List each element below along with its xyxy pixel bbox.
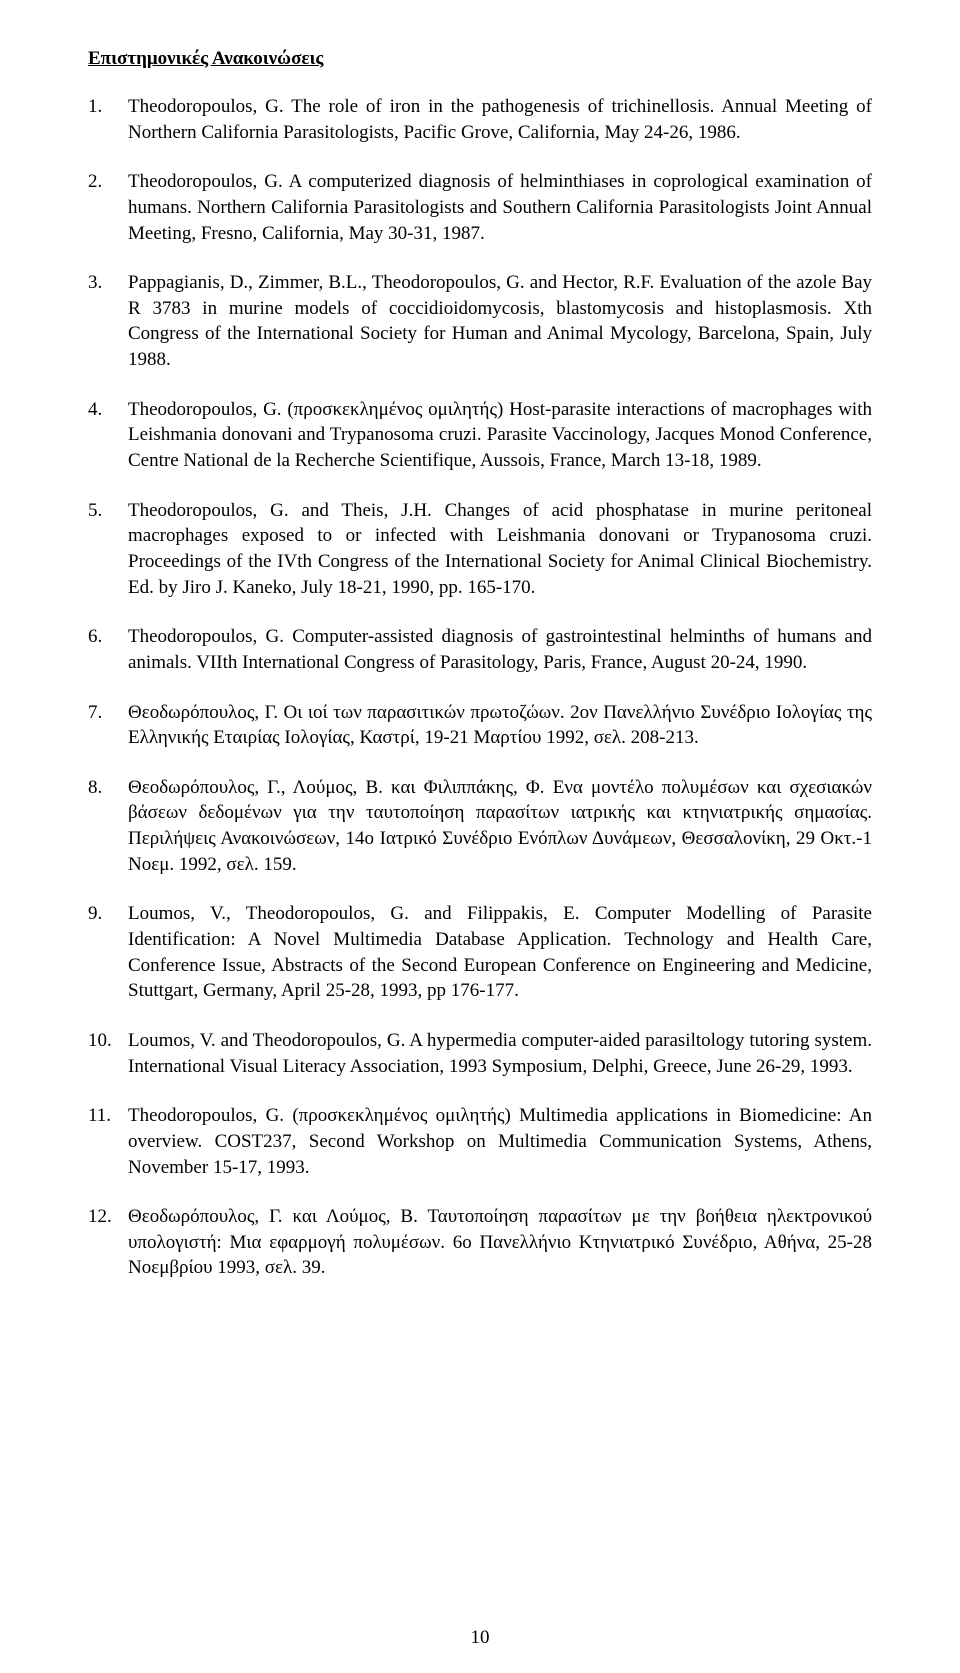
- reference-entry: 9. Loumos, V., Theodoropoulos, G. and Fi…: [88, 901, 872, 1004]
- section-title: Επιστημονικές Ανακοινώσεις: [88, 48, 872, 70]
- reference-text: Theodoropoulos, G. Computer-assisted dia…: [128, 624, 872, 675]
- reference-text: Θεοδωρόπουλος, Γ., Λούμος, Β. και Φιλιππ…: [128, 775, 872, 878]
- reference-number: 5.: [88, 498, 128, 601]
- reference-number: 6.: [88, 624, 128, 675]
- reference-number: 4.: [88, 397, 128, 474]
- document-page: Επιστημονικές Ανακοινώσεις 1. Theodoropo…: [0, 0, 960, 1673]
- reference-text: Theodoropoulos, G. (προσκεκλημένος ομιλη…: [128, 1103, 872, 1180]
- reference-text: Pappagianis, D., Zimmer, B.L., Theodorop…: [128, 270, 872, 373]
- reference-text: Theodoropoulos, G. and Theis, J.H. Chang…: [128, 498, 872, 601]
- reference-number: 8.: [88, 775, 128, 878]
- reference-entry: 10. Loumos, V. and Theodoropoulos, G. A …: [88, 1028, 872, 1079]
- reference-entry: 4. Theodoropoulos, G. (προσκεκλημένος ομ…: [88, 397, 872, 474]
- reference-number: 10.: [88, 1028, 128, 1079]
- reference-entry: 3. Pappagianis, D., Zimmer, B.L., Theodo…: [88, 270, 872, 373]
- reference-number: 3.: [88, 270, 128, 373]
- reference-text: Θεοδωρόπουλος, Γ. Οι ιοί των παρασιτικών…: [128, 700, 872, 751]
- reference-number: 7.: [88, 700, 128, 751]
- reference-text: Theodoropoulos, G. The role of iron in t…: [128, 94, 872, 145]
- reference-entry: 12. Θεοδωρόπουλος, Γ. και Λούμος, Β. Ταυ…: [88, 1204, 872, 1281]
- reference-entry: 1. Theodoropoulos, G. The role of iron i…: [88, 94, 872, 145]
- reference-text: Theodoropoulos, G. A computerized diagno…: [128, 169, 872, 246]
- reference-number: 12.: [88, 1204, 128, 1281]
- reference-entry: 6. Theodoropoulos, G. Computer-assisted …: [88, 624, 872, 675]
- reference-text: Loumos, V., Theodoropoulos, G. and Filip…: [128, 901, 872, 1004]
- page-number: 10: [0, 1627, 960, 1649]
- reference-number: 1.: [88, 94, 128, 145]
- reference-number: 11.: [88, 1103, 128, 1180]
- reference-entry: 8. Θεοδωρόπουλος, Γ., Λούμος, Β. και Φιλ…: [88, 775, 872, 878]
- reference-text: Θεοδωρόπουλος, Γ. και Λούμος, Β. Ταυτοπο…: [128, 1204, 872, 1281]
- reference-text: Theodoropoulos, G. (προσκεκλημένος ομιλη…: [128, 397, 872, 474]
- reference-entry: 11. Theodoropoulos, G. (προσκεκλημένος ο…: [88, 1103, 872, 1180]
- reference-number: 2.: [88, 169, 128, 246]
- reference-number: 9.: [88, 901, 128, 1004]
- reference-entry: 7. Θεοδωρόπουλος, Γ. Οι ιοί των παρασιτι…: [88, 700, 872, 751]
- reference-entry: 2. Theodoropoulos, G. A computerized dia…: [88, 169, 872, 246]
- reference-entry: 5. Theodoropoulos, G. and Theis, J.H. Ch…: [88, 498, 872, 601]
- reference-text: Loumos, V. and Theodoropoulos, G. A hype…: [128, 1028, 872, 1079]
